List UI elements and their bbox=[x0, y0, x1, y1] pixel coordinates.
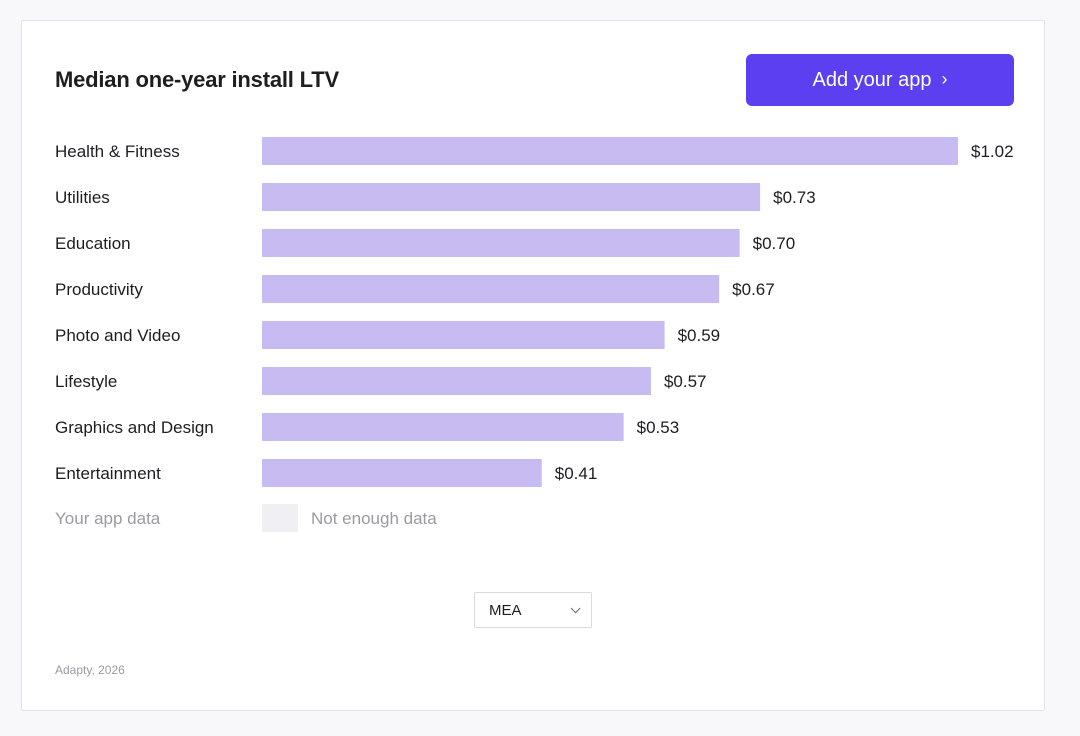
category-label: Education bbox=[55, 234, 131, 253]
bar[interactable] bbox=[262, 413, 624, 441]
value-label: $0.41 bbox=[555, 464, 598, 483]
not-enough-data-label: Not enough data bbox=[311, 509, 437, 528]
category-label: Photo and Video bbox=[55, 326, 180, 345]
bar[interactable] bbox=[262, 183, 761, 211]
source-footer: Adapty, 2026 bbox=[55, 663, 125, 677]
chevron-down-icon bbox=[570, 602, 581, 613]
bar[interactable] bbox=[262, 321, 665, 349]
category-label: Health & Fitness bbox=[55, 142, 180, 161]
chevron-right-icon: › bbox=[941, 69, 948, 89]
value-label: $0.70 bbox=[753, 234, 796, 253]
your-app-row: Your app data Not enough data bbox=[55, 504, 437, 532]
bars-group: Health & Fitness $1.02 Utilities $0.73 Educa… bbox=[55, 137, 1014, 487]
region-select[interactable]: MEA bbox=[474, 592, 592, 628]
value-label: $1.02 bbox=[971, 142, 1014, 161]
chart-title: Median one-year install LTV bbox=[55, 67, 339, 92]
value-label: $0.73 bbox=[773, 188, 816, 207]
category-label: Utilities bbox=[55, 188, 110, 207]
value-label: $0.57 bbox=[664, 372, 707, 391]
value-label: $0.59 bbox=[678, 326, 721, 345]
ltv-bar-chart: Health & Fitness $1.02 Utilities $0.73 Educa… bbox=[55, 137, 1014, 532]
value-label: $0.53 bbox=[637, 418, 680, 437]
chart-card: Median one-year install LTV Add your app… bbox=[21, 20, 1045, 711]
bar[interactable] bbox=[262, 367, 651, 395]
bar[interactable] bbox=[262, 137, 958, 165]
value-label: $0.67 bbox=[732, 280, 775, 299]
bar[interactable] bbox=[262, 459, 542, 487]
bar[interactable] bbox=[262, 275, 720, 303]
your-app-placeholder-bar bbox=[262, 504, 298, 532]
category-label: Lifestyle bbox=[55, 372, 117, 391]
bar[interactable] bbox=[262, 229, 740, 257]
category-label: Productivity bbox=[55, 280, 143, 299]
category-label: Graphics and Design bbox=[55, 418, 214, 437]
add-your-app-button[interactable]: Add your app › bbox=[746, 54, 1014, 106]
add-your-app-label: Add your app bbox=[812, 68, 932, 91]
category-label: Entertainment bbox=[55, 464, 161, 483]
region-select-value: MEA bbox=[489, 601, 522, 619]
your-app-label: Your app data bbox=[55, 509, 161, 528]
